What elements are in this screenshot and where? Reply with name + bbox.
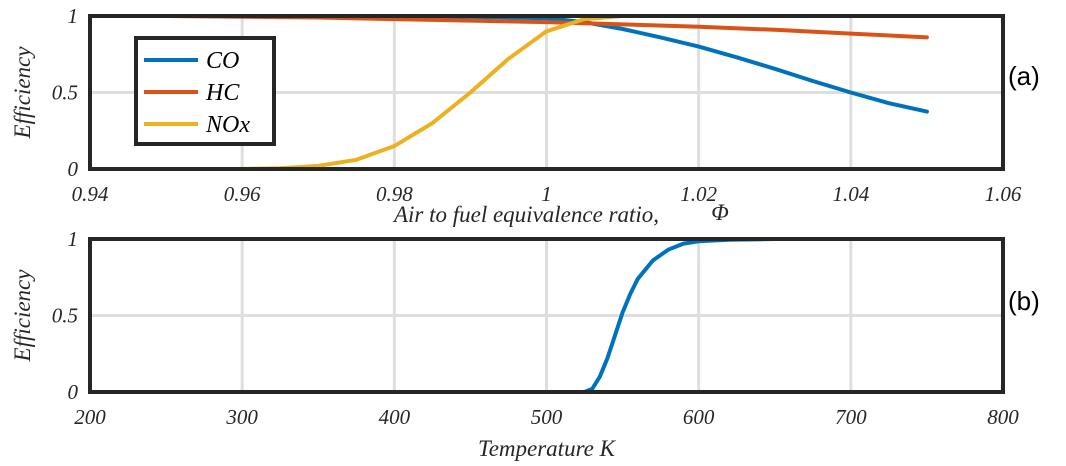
y-tick-label: 1	[68, 227, 79, 251]
x-tick-label: 300	[225, 405, 258, 429]
x-axis-symbol: Φ	[711, 200, 729, 225]
x-tick-label: 700	[835, 405, 867, 429]
chart-panel-b: 200 300 400 500 600 700 800 0 0.5 1 Temperature K E…	[10, 227, 1040, 461]
y-axis-label: Efficiency	[10, 46, 35, 140]
x-tick-label: 0.94	[72, 182, 109, 206]
x-tick-label: 600	[683, 405, 715, 429]
x-tick-label: 0.96	[224, 182, 261, 206]
x-tick-label: 1.02	[680, 182, 717, 206]
x-tick-label: 1.04	[832, 182, 869, 206]
x-tick-label: 400	[379, 405, 411, 429]
x-tick-label: 0.98	[376, 182, 413, 206]
legend-label-nox: NOx	[205, 112, 250, 138]
legend: CO HC NOx	[134, 36, 276, 146]
panel-label: (a)	[1008, 61, 1040, 91]
panel-label: (b)	[1008, 286, 1040, 316]
x-axis-label: Temperature K	[478, 436, 617, 461]
x-tick-label: 200	[74, 405, 106, 429]
x-tick-label: 500	[531, 405, 563, 429]
y-tick-label: 0	[68, 380, 79, 404]
x-axis-label: Air to fuel equivalence ratio,	[392, 202, 659, 227]
y-tick-label: 1	[68, 4, 79, 28]
y-tick-label: 0.5	[52, 81, 78, 105]
x-tick-label: 1.06	[985, 182, 1022, 206]
y-tick-label: 0	[68, 157, 79, 181]
axes-frame	[88, 14, 1005, 171]
legend-label-hc: HC	[205, 80, 240, 106]
x-tick-label: 1	[541, 182, 552, 206]
x-tick-label: 800	[987, 405, 1019, 429]
y-axis-label: Efficiency	[10, 269, 35, 363]
axes-frame	[88, 237, 1005, 394]
y-tick-label: 0.5	[52, 304, 78, 328]
legend-label-co: CO	[206, 48, 239, 74]
